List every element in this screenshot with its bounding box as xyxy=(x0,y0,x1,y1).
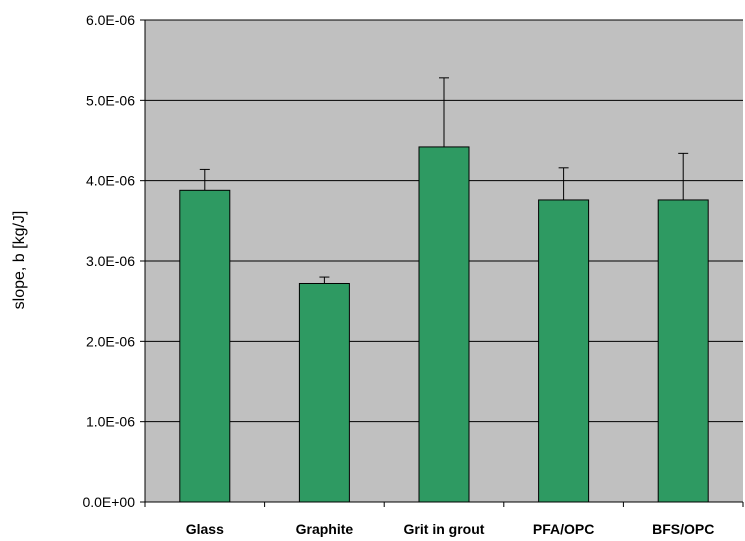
y-tick-labels: 0.0E+00 1.0E-06 2.0E-06 3.0E-06 4.0E-06 5.0E-… xyxy=(82,12,135,510)
x-category-label: BFS/OPC xyxy=(652,521,714,537)
y-tick-label: 3.0E-06 xyxy=(86,253,135,269)
error-bars xyxy=(199,77,689,284)
bars xyxy=(179,146,709,503)
x-category-label: Graphite xyxy=(296,521,354,537)
y-tick-label: 1.0E-06 xyxy=(86,414,135,430)
y-tick-label: 0.0E+00 xyxy=(82,494,135,510)
x-category-label: PFA/OPC xyxy=(533,521,594,537)
x-category-labels: Glass Graphite Grit in grout PFA/OPC BFS/OPC xyxy=(186,521,715,537)
y-tick-label: 2.0E-06 xyxy=(86,333,135,349)
bar xyxy=(538,199,590,503)
bar xyxy=(179,189,231,503)
y-tick-label: 5.0E-06 xyxy=(86,92,135,108)
bar xyxy=(298,282,350,503)
y-axis-title: slope, b [kg/J] xyxy=(11,211,28,310)
x-category-label: Grit in grout xyxy=(404,521,485,537)
bar xyxy=(418,146,470,503)
bar xyxy=(657,199,709,503)
x-category-label: Glass xyxy=(186,521,224,537)
y-tick-label: 4.0E-06 xyxy=(86,173,135,189)
y-tick-label: 6.0E-06 xyxy=(86,12,135,28)
